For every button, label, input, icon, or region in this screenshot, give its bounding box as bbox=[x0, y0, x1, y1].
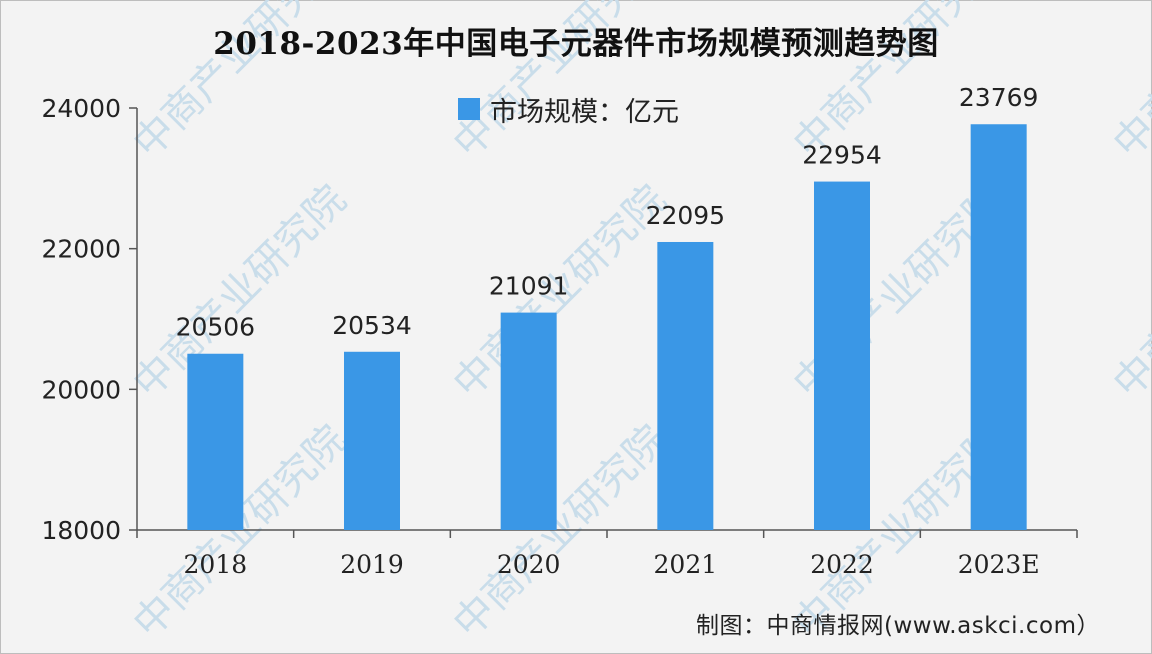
x-tick-label: 2023E bbox=[958, 550, 1040, 579]
bar bbox=[970, 124, 1027, 530]
x-tick-label: 2020 bbox=[497, 550, 561, 579]
data-label: 21091 bbox=[489, 272, 569, 301]
bars bbox=[187, 124, 1027, 531]
bar bbox=[344, 351, 400, 530]
data-label: 23769 bbox=[959, 83, 1039, 112]
source-note: 制图：中商情报网(www.askci.com） bbox=[696, 613, 1100, 639]
data-label: 20506 bbox=[176, 313, 256, 342]
axes: 18000 20000 22000 24000 bbox=[41, 94, 1078, 545]
legend-swatch bbox=[458, 98, 480, 120]
y-tick-label: 22000 bbox=[41, 235, 121, 264]
x-tick-label: 2022 bbox=[810, 550, 874, 579]
watermark-text: 中商产业研究院 bbox=[445, 417, 676, 648]
x-tick-label: 2021 bbox=[654, 550, 718, 579]
watermark-text: 中商产业研究院 bbox=[1105, 177, 1152, 408]
data-label: 22954 bbox=[802, 141, 882, 170]
x-tick-label: 2019 bbox=[340, 550, 404, 579]
y-tick-label: 18000 bbox=[41, 516, 121, 545]
chart-title: 2018-2023年中国电子元器件市场规模预测趋势图 bbox=[213, 26, 939, 62]
bar bbox=[814, 181, 870, 530]
legend-label: 市场规模：亿元 bbox=[490, 96, 679, 128]
data-label: 22095 bbox=[646, 201, 726, 230]
bar bbox=[657, 241, 714, 531]
bar bbox=[500, 312, 557, 530]
data-labels: 20506 2018 20534 2019 21091 2020 22095 2021 2295… bbox=[176, 83, 1040, 579]
legend: 市场规模：亿元 bbox=[458, 92, 679, 128]
data-label: 20534 bbox=[332, 311, 412, 340]
x-tick-label: 2018 bbox=[184, 550, 248, 579]
y-tick-label: 20000 bbox=[41, 375, 121, 404]
y-tick-label: 24000 bbox=[41, 94, 121, 123]
bar bbox=[187, 353, 244, 530]
